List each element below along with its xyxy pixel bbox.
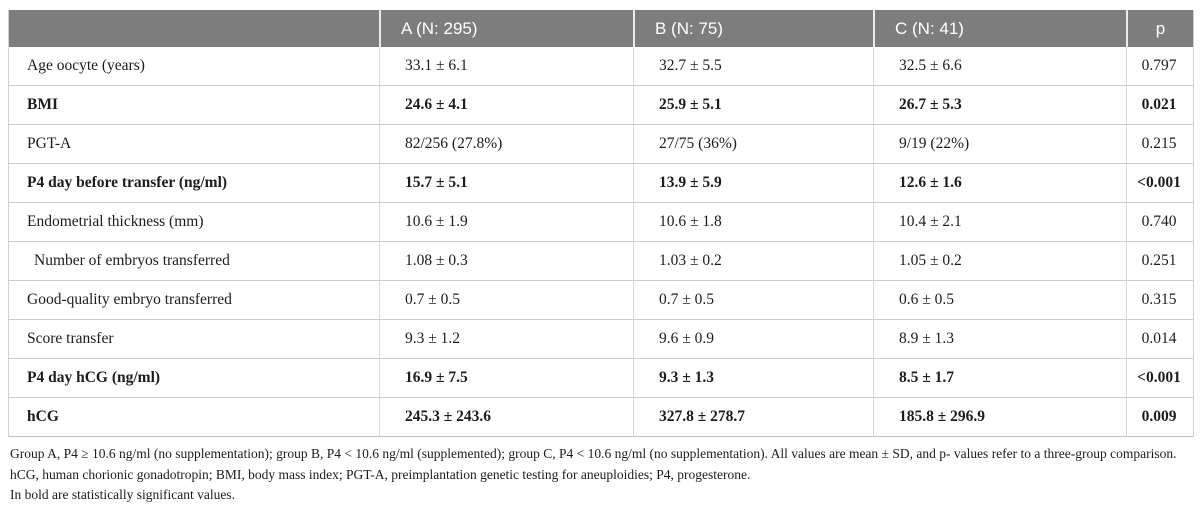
results-table: A (N: 295) B (N: 75) C (N: 41) p Age ooc… bbox=[8, 10, 1194, 437]
table-row: BMI 24.6 ± 4.1 25.9 ± 5.1 26.7 ± 5.3 0.021 bbox=[9, 86, 1193, 125]
row-label: BMI bbox=[9, 86, 379, 125]
header-cell-group-b: B (N: 75) bbox=[633, 10, 873, 47]
table-row: PGT-A 82/256 (27.8%) 27/75 (36%) 9/19 (22%)… bbox=[9, 125, 1193, 164]
value-cell-a: 33.1 ± 6.1 bbox=[379, 47, 633, 86]
table-row: Age oocyte (years) 33.1 ± 6.1 32.7 ± 5.5 32… bbox=[9, 47, 1193, 86]
header-row: A (N: 295) B (N: 75) C (N: 41) p bbox=[9, 10, 1193, 47]
row-label: hCG bbox=[9, 398, 379, 437]
footnotes: Group A, P4 ≥ 10.6 ng/ml (no supplementa… bbox=[10, 444, 1190, 506]
value-cell-b: 327.8 ± 278.7 bbox=[633, 398, 873, 437]
row-label: Endometrial thickness (mm) bbox=[9, 203, 379, 242]
p-value-cell: 0.215 bbox=[1126, 125, 1193, 164]
footnote-abbreviations: hCG, human chorionic gonadotropin; BMI, … bbox=[10, 466, 751, 482]
table-row: P4 day hCG (ng/ml) 16.9 ± 7.5 9.3 ± 1.3 8.5… bbox=[9, 359, 1193, 398]
value-cell-c: 1.05 ± 0.2 bbox=[873, 242, 1126, 281]
value-cell-a: 9.3 ± 1.2 bbox=[379, 320, 633, 359]
table-row: Number of embryos transferred 1.08 ± 0.3 1… bbox=[9, 242, 1193, 281]
p-value-cell: <0.001 bbox=[1126, 164, 1193, 203]
value-cell-a: 16.9 ± 7.5 bbox=[379, 359, 633, 398]
value-cell-b: 10.6 ± 1.8 bbox=[633, 203, 873, 242]
value-cell-c: 8.9 ± 1.3 bbox=[873, 320, 1126, 359]
value-cell-b: 25.9 ± 5.1 bbox=[633, 86, 873, 125]
header-cell-p: p bbox=[1126, 10, 1193, 47]
header-cell-group-c: C (N: 41) bbox=[873, 10, 1126, 47]
table-row: P4 day before transfer (ng/ml) 15.7 ± 5.1… bbox=[9, 164, 1193, 203]
table-figure: A (N: 295) B (N: 75) C (N: 41) p Age ooc… bbox=[8, 10, 1194, 506]
value-cell-c: 0.6 ± 0.5 bbox=[873, 281, 1126, 320]
value-cell-c: 12.6 ± 1.6 bbox=[873, 164, 1126, 203]
value-cell-a: 82/256 (27.8%) bbox=[379, 125, 633, 164]
value-cell-a: 0.7 ± 0.5 bbox=[379, 281, 633, 320]
p-value-cell: 0.251 bbox=[1126, 242, 1193, 281]
value-cell-c: 9/19 (22%) bbox=[873, 125, 1126, 164]
p-value-cell: <0.001 bbox=[1126, 359, 1193, 398]
value-cell-c: 26.7 ± 5.3 bbox=[873, 86, 1126, 125]
value-cell-b: 9.6 ± 0.9 bbox=[633, 320, 873, 359]
value-cell-a: 10.6 ± 1.9 bbox=[379, 203, 633, 242]
value-cell-b: 27/75 (36%) bbox=[633, 125, 873, 164]
row-label: Good-quality embryo transferred bbox=[9, 281, 379, 320]
p-value-cell: 0.797 bbox=[1126, 47, 1193, 86]
table-row: Good-quality embryo transferred 0.7 ± 0.5… bbox=[9, 281, 1193, 320]
row-label: PGT-A bbox=[9, 125, 379, 164]
value-cell-a: 245.3 ± 243.6 bbox=[379, 398, 633, 437]
p-value-cell: 0.315 bbox=[1126, 281, 1193, 320]
row-label: P4 day hCG (ng/ml) bbox=[9, 359, 379, 398]
row-label: Number of embryos transferred bbox=[9, 242, 379, 281]
value-cell-b: 32.7 ± 5.5 bbox=[633, 47, 873, 86]
table-row: Score transfer 9.3 ± 1.2 9.6 ± 0.9 8.9 ± 1.… bbox=[9, 320, 1193, 359]
header-cell-empty bbox=[9, 10, 379, 47]
value-cell-c: 185.8 ± 296.9 bbox=[873, 398, 1126, 437]
footnote-bold-note: In bold are statistically significant va… bbox=[10, 487, 235, 503]
value-cell-c: 8.5 ± 1.7 bbox=[873, 359, 1126, 398]
p-value-cell: 0.009 bbox=[1126, 398, 1193, 437]
table-row: Endometrial thickness (mm) 10.6 ± 1.9 10.6… bbox=[9, 203, 1193, 242]
header-cell-group-a: A (N: 295) bbox=[379, 10, 633, 47]
value-cell-b: 13.9 ± 5.9 bbox=[633, 164, 873, 203]
table-row: hCG 245.3 ± 243.6 327.8 ± 278.7 185.8 ± 296… bbox=[9, 398, 1193, 437]
value-cell-a: 24.6 ± 4.1 bbox=[379, 86, 633, 125]
table-body: Age oocyte (years) 33.1 ± 6.1 32.7 ± 5.5 32… bbox=[9, 47, 1193, 437]
value-cell-a: 15.7 ± 5.1 bbox=[379, 164, 633, 203]
row-label: Score transfer bbox=[9, 320, 379, 359]
value-cell-c: 10.4 ± 2.1 bbox=[873, 203, 1126, 242]
footnote-group-definitions: Group A, P4 ≥ 10.6 ng/ml (no supplementa… bbox=[10, 446, 1177, 461]
row-label: P4 day before transfer (ng/ml) bbox=[9, 164, 379, 203]
p-value-cell: 0.014 bbox=[1126, 320, 1193, 359]
p-value-cell: 0.740 bbox=[1126, 203, 1193, 242]
row-label: Age oocyte (years) bbox=[9, 47, 379, 86]
value-cell-b: 0.7 ± 0.5 bbox=[633, 281, 873, 320]
value-cell-b: 1.03 ± 0.2 bbox=[633, 242, 873, 281]
value-cell-a: 1.08 ± 0.3 bbox=[379, 242, 633, 281]
p-value-cell: 0.021 bbox=[1126, 86, 1193, 125]
value-cell-c: 32.5 ± 6.6 bbox=[873, 47, 1126, 86]
value-cell-b: 9.3 ± 1.3 bbox=[633, 359, 873, 398]
